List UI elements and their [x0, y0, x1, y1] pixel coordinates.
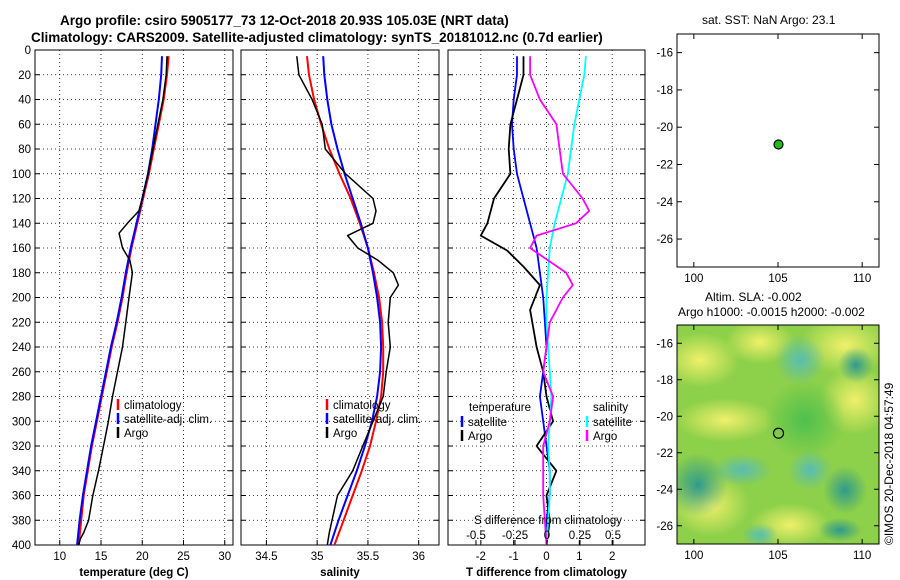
- temperature-legend-label: climatology: [124, 400, 182, 412]
- sla-map-title-2: Argo h1000: -0.0015 h2000: -0.002: [678, 305, 865, 319]
- diff-legend-label-temperature: satellite: [468, 417, 507, 429]
- depth-tick-label: 260: [12, 367, 31, 379]
- salinity-xtick-label: 35.5: [357, 551, 379, 563]
- temperature-legend-label: satellite-adj. clim.: [124, 414, 212, 426]
- sst_map-xtick-label: 110: [853, 273, 871, 285]
- sla_map-xtick-label: 105: [768, 550, 787, 562]
- depth-tick-label: 40: [18, 95, 31, 107]
- diff-s-tick-label: -0.5: [466, 530, 486, 542]
- difference-series-t-argo: [479, 56, 558, 546]
- difference-series-t-satellite: [511, 56, 551, 545]
- depth-tick-label: 220: [12, 317, 31, 329]
- depth-tick-label: 200: [12, 293, 31, 305]
- sla_map-ytick-label: -24: [656, 484, 673, 496]
- difference-xtick-label: 2: [609, 551, 615, 563]
- difference-panel: -2 -1 0 1 2 T difference from climatology temp…: [447, 49, 646, 579]
- depth-tick-label: 320: [12, 441, 31, 453]
- diff-s-axis-label: S difference from climatology: [474, 515, 622, 527]
- depth-tick-label: 140: [12, 218, 31, 230]
- diff-s-tick-label: 0.5: [605, 530, 621, 542]
- salinity-panel: 34.5 35 35.5 36 salinity climatology satellite…: [240, 49, 440, 579]
- depth-tick-label: 180: [12, 268, 31, 280]
- sla-heatmap: [677, 325, 879, 544]
- sla_map-xtick-label: 100: [684, 550, 703, 562]
- temperature-series-argo: [77, 56, 168, 546]
- salinity-series-satellite-adj-clim-: [322, 56, 383, 546]
- temperature-xtick-label: 30: [218, 551, 231, 563]
- sst-map-title: sat. SST: NaN Argo: 23.1: [702, 13, 836, 27]
- diff-s-tick-label: 0.25: [569, 530, 591, 542]
- salinity-xtick-label: 35: [311, 551, 324, 563]
- depth-tick-label: 300: [12, 416, 31, 428]
- sst_map-ytick-label: -24: [656, 197, 673, 209]
- depth-tick-label: 80: [18, 144, 31, 156]
- diff-s-tick-label: -0.25: [502, 530, 528, 542]
- temperature-panel: 10 15 20 25 30020406080100120140160180200220…: [12, 45, 234, 579]
- salinity-legend-label: Argo: [333, 428, 357, 440]
- sst_map-ytick-label: -26: [656, 234, 673, 246]
- sla-map-title-1: Altim. SLA: -0.002: [705, 290, 802, 304]
- sst_map-frame: [676, 33, 880, 268]
- difference-xtick-label: 1: [576, 551, 582, 563]
- salinity-xtick-label: 36: [412, 551, 425, 563]
- watermark: ©IMOS 20-Dec-2018 04:57:49: [882, 382, 896, 545]
- depth-tick-label: 360: [12, 491, 31, 503]
- sla_map-ytick-label: -16: [656, 338, 673, 350]
- depth-tick-label: 120: [12, 194, 31, 206]
- difference-xtick-label: -1: [509, 551, 519, 563]
- depth-tick-label: 240: [12, 342, 31, 354]
- depth-tick-label: 60: [18, 119, 31, 131]
- temperature-series-satellite-adj-clim-: [76, 56, 163, 546]
- depth-tick-label: 0: [25, 45, 31, 57]
- depth-tick-label: 400: [12, 540, 31, 552]
- sla-map-panel: Altim. SLA: -0.002 Argo h1000: -0.0015 h…: [656, 290, 880, 562]
- diff-legend-title-temperature: temperature: [469, 402, 531, 414]
- temperature-xtick-label: 15: [95, 551, 108, 563]
- temperature-xtick-label: 10: [53, 551, 66, 563]
- temperature-xtick-label: 25: [177, 551, 190, 563]
- diff-legend-title-salinity: salinity: [593, 402, 628, 414]
- sst-map-panel: sat. SST: NaN Argo: 23.1 100 105 110 -16 -18…: [656, 13, 880, 285]
- title-line-1: Argo profile: csiro 5905177_73 12-Oct-20…: [60, 13, 509, 28]
- depth-tick-label: 380: [12, 515, 31, 527]
- sla_map-xtick-label: 110: [853, 550, 871, 562]
- difference-xtick-label: 0: [543, 551, 549, 563]
- difference-xtick-label: -2: [476, 551, 486, 563]
- sst_map-xtick-label: 105: [768, 273, 787, 285]
- title-line-2: Climatology: CARS2009. Satellite-adjuste…: [31, 30, 603, 45]
- sla_map-ytick-label: -20: [656, 411, 673, 423]
- salinity-xtick-label: 34.5: [255, 551, 277, 563]
- sla_map-argo-point: [772, 427, 785, 439]
- difference-series-s-satellite: [545, 56, 587, 546]
- sst_map-ytick-label: -18: [656, 85, 673, 97]
- diff-legend-label-salinity: satellite: [593, 417, 632, 429]
- temperature-legend-label: Argo: [124, 428, 148, 440]
- depth-tick-label: 280: [12, 392, 31, 404]
- diff-legend-label-salinity: Argo: [593, 431, 617, 443]
- salinity-series-argo: [296, 56, 400, 546]
- sla_map-ytick-label: -22: [656, 448, 673, 460]
- diff-s-tick-label: 0: [544, 530, 550, 542]
- difference-series-s-argo: [529, 56, 591, 546]
- temperature-xtick-label: 20: [136, 551, 149, 563]
- salinity-xlabel: salinity: [320, 567, 360, 579]
- sst_map-ytick-label: -20: [656, 122, 673, 134]
- temperature-xlabel: temperature (deg C): [79, 567, 188, 579]
- salinity-legend-label: satellite-adj. clim.: [333, 414, 421, 426]
- depth-tick-label: 100: [12, 169, 31, 181]
- depth-tick-label: 340: [12, 466, 31, 478]
- diff-legend-label-temperature: Argo: [468, 431, 492, 443]
- sla_map-ytick-label: -26: [656, 521, 673, 533]
- depth-tick-label: 160: [12, 243, 31, 255]
- sla_map-ytick-label: -18: [656, 375, 673, 387]
- sst_map-argo-point: [773, 139, 784, 150]
- salinity-series-climatology: [306, 56, 385, 546]
- sst_map-xtick-label: 100: [684, 273, 703, 285]
- sst_map-ytick-label: -22: [656, 159, 673, 171]
- salinity-legend-label: climatology: [333, 400, 391, 412]
- sst_map-ytick-label: -16: [656, 48, 673, 60]
- difference-xlabel: T difference from climatology: [466, 567, 628, 579]
- depth-tick-label: 20: [18, 70, 31, 82]
